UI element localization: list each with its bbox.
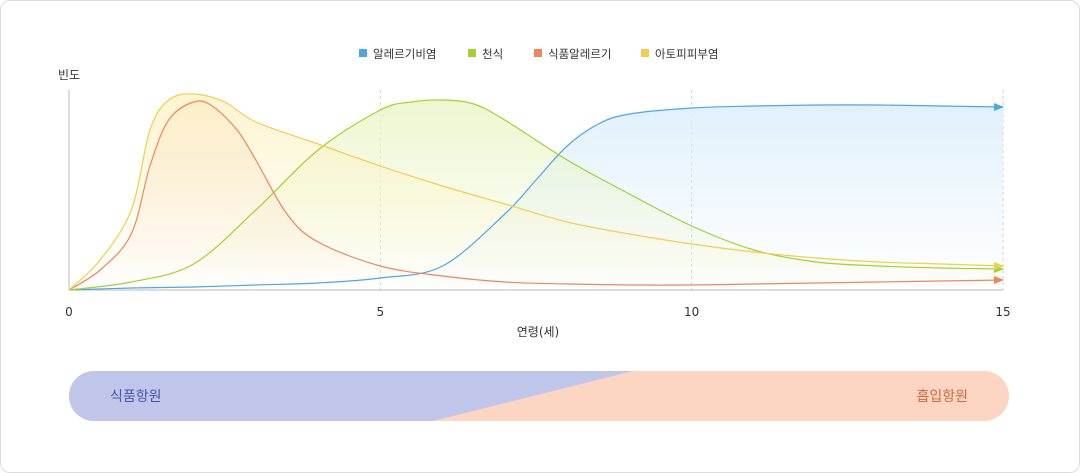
legend-swatch-3 bbox=[534, 49, 542, 57]
legend-swatch-2 bbox=[468, 49, 476, 57]
legend-label-1: 알레르기비염 bbox=[373, 47, 436, 61]
y-axis-label: 빈도 bbox=[58, 68, 80, 82]
series-fills bbox=[69, 93, 1003, 291]
series-line-3 bbox=[68, 100, 1004, 291]
series-line-2 bbox=[68, 99, 1004, 291]
x-tick-label: 5 bbox=[377, 305, 385, 319]
legend-swatch-1 bbox=[359, 49, 367, 57]
legend-label-4: 아토피피부염 bbox=[655, 47, 718, 61]
legend: 알레르기비염 천식 식품알레르기 아토피피부염 bbox=[359, 47, 718, 61]
antigen-bands: 식품항원 흡입항원 bbox=[69, 371, 1009, 421]
x-tick-label: 15 bbox=[995, 305, 1010, 319]
x-tick-label: 10 bbox=[684, 305, 699, 319]
food-antigen-band bbox=[69, 371, 633, 421]
legend-label-3: 식품알레르기 bbox=[548, 47, 611, 61]
food-antigen-label: 식품항원 bbox=[110, 389, 162, 405]
series-line-1 bbox=[68, 104, 1004, 291]
legend-label-2: 천식 bbox=[482, 47, 503, 61]
series-arrow-4 bbox=[994, 262, 1004, 270]
series-lines bbox=[68, 93, 1004, 291]
series-arrow-3 bbox=[994, 276, 1004, 284]
legend-swatch-4 bbox=[641, 49, 649, 57]
series-arrow-1 bbox=[994, 103, 1004, 111]
x-tick-label: 0 bbox=[65, 305, 73, 319]
series-area-4 bbox=[69, 93, 1003, 290]
x-tick-labels: 0 5 10 15 bbox=[65, 305, 1010, 319]
x-axis-label: 연령(세) bbox=[517, 325, 559, 339]
series-line-4 bbox=[68, 93, 1004, 291]
inhalant-antigen-label: 흡입항원 bbox=[916, 389, 968, 405]
